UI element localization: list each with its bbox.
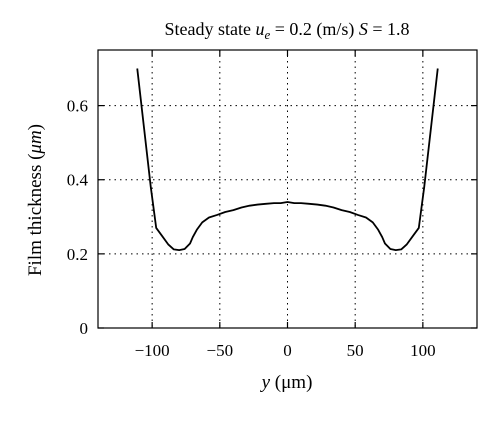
chart-title: Steady state ue = 0.2 (m/s) S = 1.8 — [164, 19, 409, 42]
x-axis-label: y (μm) — [260, 372, 313, 393]
film-thickness-line — [136, 68, 439, 252]
x-tick-label: 0 — [283, 341, 292, 360]
axis-ticks — [98, 50, 477, 329]
y-tick-label: 0 — [80, 319, 89, 338]
tick-labels: −100 −50 0 50 100 0 0.2 0.4 0.6 — [67, 97, 436, 360]
x-tick-label: 50 — [347, 341, 364, 360]
grid — [98, 50, 477, 328]
x-tick-label: −50 — [207, 341, 234, 360]
y-tick-label: 0.2 — [67, 245, 88, 264]
y-tick-label: 0.6 — [67, 97, 88, 116]
x-tick-label: 100 — [410, 341, 436, 360]
y-axis-label: Film thickness (μm) — [25, 124, 46, 276]
x-tick-label: −100 — [135, 341, 170, 360]
y-tick-label: 0.4 — [67, 171, 89, 190]
